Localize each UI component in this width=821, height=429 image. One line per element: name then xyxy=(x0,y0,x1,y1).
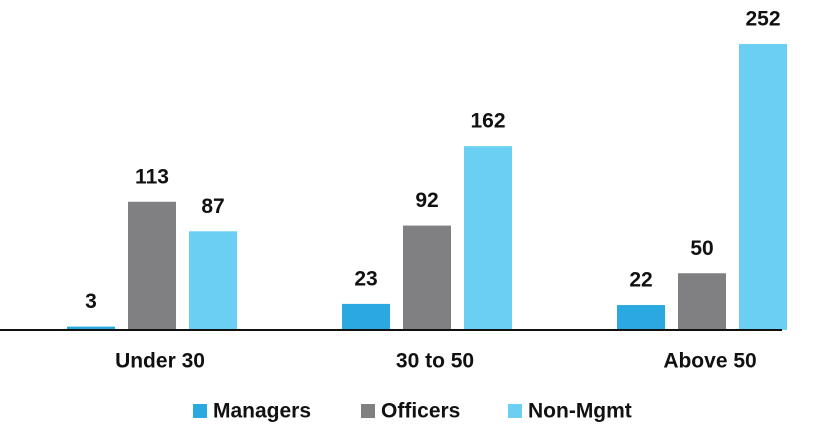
legend-swatch xyxy=(508,404,522,418)
bar xyxy=(403,225,451,330)
data-label: 92 xyxy=(415,189,438,212)
data-label: 252 xyxy=(745,8,780,31)
data-label: 113 xyxy=(135,165,169,188)
x-tick-label: Under 30 xyxy=(115,350,205,373)
data-label: 23 xyxy=(354,267,377,290)
bar xyxy=(617,305,665,330)
data-label: 22 xyxy=(629,269,652,292)
bar xyxy=(678,273,726,330)
data-label: 87 xyxy=(201,195,224,218)
data-label: 3 xyxy=(85,290,97,313)
x-tick-label: Above 50 xyxy=(663,350,756,373)
bar xyxy=(67,326,115,330)
bar xyxy=(189,231,237,330)
legend-label: Managers xyxy=(213,400,311,423)
x-tick-label: 30 to 50 xyxy=(396,350,474,373)
legend-swatch xyxy=(193,404,207,418)
bar xyxy=(739,44,787,330)
legend-label: Officers xyxy=(381,400,460,423)
data-label: 162 xyxy=(470,110,505,133)
data-label: 50 xyxy=(690,237,713,260)
bar xyxy=(128,201,176,330)
bar xyxy=(342,303,390,330)
bar xyxy=(464,146,512,330)
legend-swatch xyxy=(361,404,375,418)
legend-label: Non-Mgmt xyxy=(528,400,632,423)
